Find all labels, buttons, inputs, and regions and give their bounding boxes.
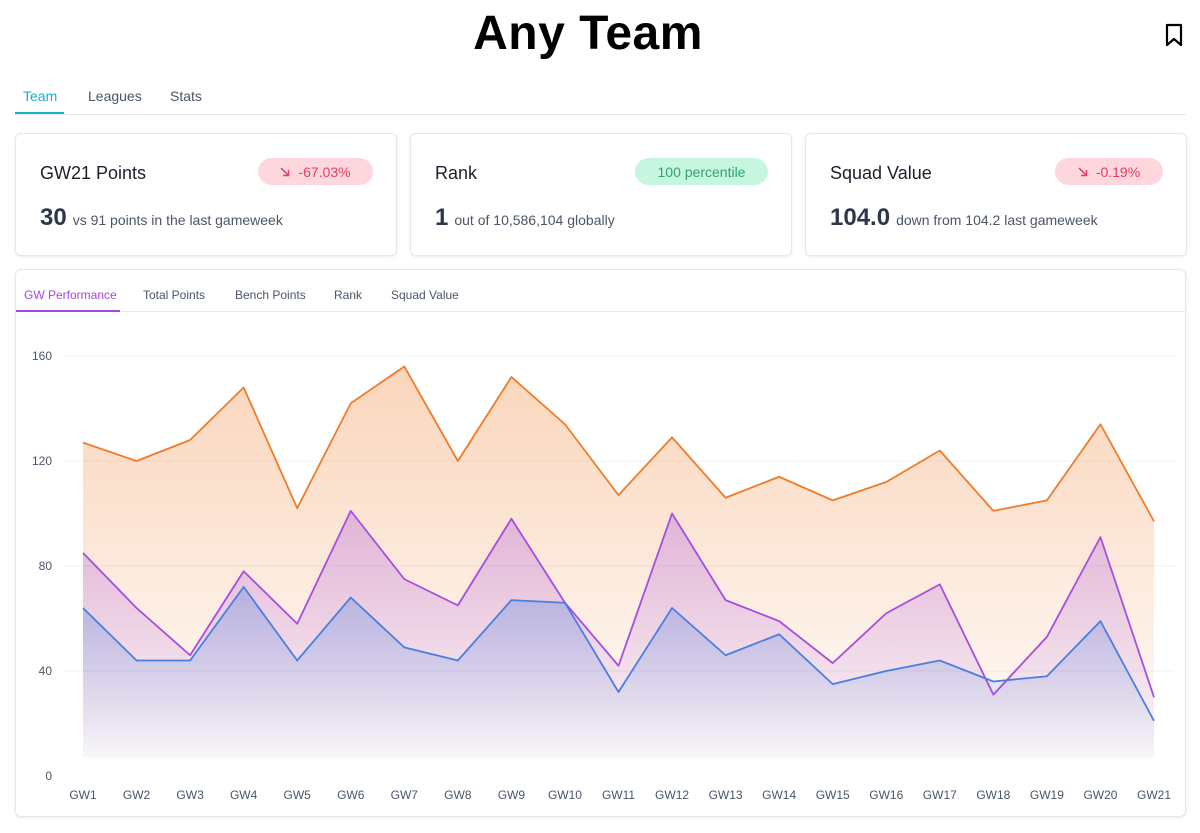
x-tick-label: GW10	[548, 788, 582, 802]
points-card: GW21 Points -67.03% 30 vs 91 points in th…	[15, 133, 397, 256]
x-tick-label: GW8	[444, 788, 472, 802]
x-tick-label: GW6	[337, 788, 365, 802]
tab-stats[interactable]: Stats	[170, 88, 202, 104]
x-tick-label: GW5	[284, 788, 312, 802]
badge-label: -67.03%	[298, 163, 351, 180]
value-description: vs 91 points in the last gameweek	[72, 212, 283, 228]
x-tick-label: GW19	[1030, 788, 1064, 802]
value-description: down from 104.2 last gameweek	[896, 212, 1098, 228]
tab-total-points[interactable]: Total Points	[143, 288, 206, 302]
chart-tabs: GW Performance Total Points Bench Points…	[16, 270, 1185, 312]
x-tick-label: GW12	[655, 788, 689, 802]
main-tabs: Team Leagues Stats	[15, 74, 1186, 115]
card-title: Rank	[435, 163, 478, 183]
x-tick-label: GW17	[923, 788, 957, 802]
active-tab-indicator	[15, 112, 64, 114]
card-title: Squad Value	[830, 163, 932, 183]
x-tick-label: GW18	[976, 788, 1010, 802]
arrow-down-right-icon	[280, 166, 290, 176]
arrow-down-right-icon	[1078, 166, 1088, 176]
card-value: 1 out of 10,586,104 globally	[435, 204, 615, 232]
squad-value-card: Squad Value -0.19% 104.0 down from 104.2 …	[805, 133, 1187, 256]
page-title: Any Team	[473, 7, 703, 60]
badge-label: -0.19%	[1095, 163, 1141, 180]
line-highest	[82, 365, 1155, 522]
y-tick-label: 120	[32, 454, 52, 468]
card-title: GW21 Points	[40, 163, 147, 183]
value-number: 104.0	[830, 204, 891, 231]
value-number: 1	[435, 204, 449, 231]
tab-gw-performance[interactable]: GW Performance	[24, 288, 117, 302]
tab-squad-value[interactable]: Squad Value	[391, 288, 459, 302]
y-tick-label: 160	[32, 349, 52, 363]
performance-chart: 0 40 80 120 160 GW1 GW2 GW3 GW4 GW5 GW6 GW7 GW8 GW9 GW…	[32, 349, 1174, 802]
chart-panel: GW Performance Total Points Bench Points…	[15, 269, 1186, 817]
y-tick-label: 80	[39, 559, 53, 573]
card-value: 30 vs 91 points in the last gameweek	[40, 204, 283, 232]
x-tick-label: GW2	[123, 788, 151, 802]
x-tick-label: GW11	[602, 788, 635, 802]
x-tick-label: GW13	[709, 788, 743, 802]
card-value: 104.0 down from 104.2 last gameweek	[830, 204, 1098, 232]
x-tick-label: GW4	[230, 788, 258, 802]
x-tick-label: GW1	[69, 788, 97, 802]
value-description: out of 10,586,104 globally	[454, 212, 615, 228]
tab-bench-points[interactable]: Bench Points	[235, 288, 306, 302]
x-tick-label: GW21	[1137, 788, 1171, 802]
active-chart-tab-indicator	[16, 310, 120, 312]
tab-leagues[interactable]: Leagues	[88, 88, 142, 104]
bookmark-icon[interactable]	[1163, 22, 1185, 48]
badge-label: 100 percentile	[657, 163, 746, 180]
y-tick-label: 0	[45, 769, 52, 783]
x-tick-label: GW7	[391, 788, 419, 802]
y-tick-label: 40	[39, 664, 53, 678]
percentile-badge: 100 percentile	[635, 158, 768, 185]
line-average	[82, 586, 1155, 722]
x-tick-label: GW20	[1083, 788, 1117, 802]
area-average	[83, 587, 1154, 758]
change-badge: -67.03%	[258, 158, 373, 185]
x-tick-label: GW14	[762, 788, 796, 802]
value-number: 30	[40, 204, 67, 231]
x-tick-label: GW15	[816, 788, 850, 802]
x-tick-label: GW3	[176, 788, 204, 802]
tab-rank[interactable]: Rank	[334, 288, 363, 302]
rank-card: Rank 100 percentile 1 out of 10,586,104 g…	[410, 133, 792, 256]
line-team	[82, 509, 1155, 698]
x-tick-label: GW16	[869, 788, 903, 802]
x-tick-label: GW9	[498, 788, 526, 802]
tab-team[interactable]: Team	[23, 88, 58, 104]
change-badge: -0.19%	[1055, 158, 1163, 185]
